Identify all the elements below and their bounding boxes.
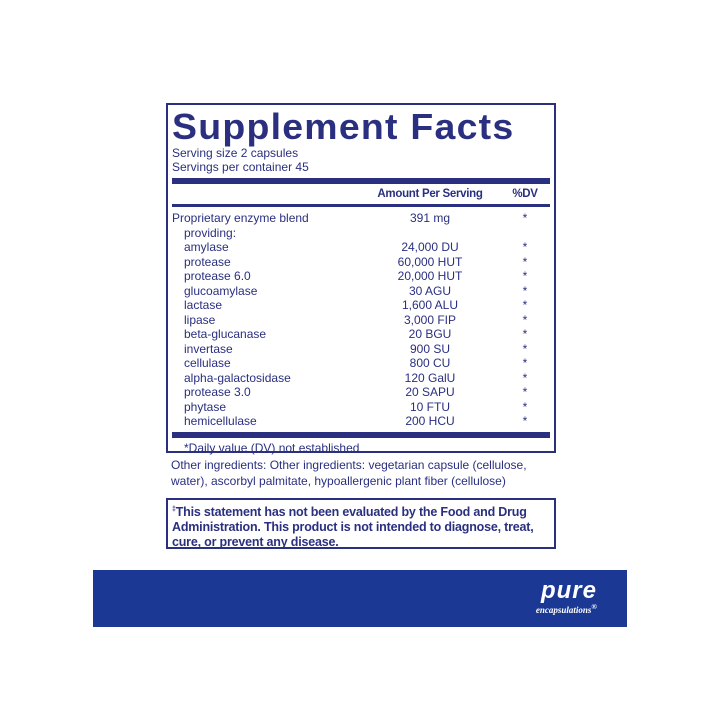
table-row: protease 3.0 20 SAPU * xyxy=(172,385,550,400)
table-row: protease 6.0 20,000 HUT * xyxy=(172,269,550,284)
ingredient-amount: 900 SU xyxy=(409,341,451,356)
ingredient-amount: 20,000 HUT xyxy=(397,269,463,283)
ingredient-amount: 60,000 HUT xyxy=(397,254,463,269)
supplement-facts-panel: Supplement Facts Serving size 2 capsules… xyxy=(166,103,556,455)
ingredient-amount: 30 AGU xyxy=(408,283,452,298)
panel-title: Supplement Facts xyxy=(172,106,515,147)
ingredient-name: glucoamylase xyxy=(184,283,258,298)
divider xyxy=(172,178,550,184)
ingredient-name: phytase xyxy=(184,399,227,414)
footnote: *Daily value (DV) not established xyxy=(184,441,360,455)
ingredient-name: invertase xyxy=(184,341,233,356)
ingredient-amount: 391 mg xyxy=(409,211,451,225)
divider xyxy=(172,432,550,438)
ingredient-dv: * xyxy=(522,385,528,399)
ingredient-name: beta-glucanase xyxy=(184,327,267,341)
ingredient-table: Proprietary enzyme blend 391 mg * provid… xyxy=(172,211,550,428)
serving-size: Serving size 2 capsules xyxy=(172,146,299,160)
amount-header: Amount Per Serving xyxy=(377,188,483,200)
brand-logo: pure encapsulations® xyxy=(535,577,597,616)
table-row: phytase 10 FTU * xyxy=(172,400,550,415)
ingredient-amount: 10 FTU xyxy=(409,399,450,414)
divider xyxy=(172,204,550,207)
blend-subtitle: providing: xyxy=(184,225,237,240)
ingredient-dv: * xyxy=(522,283,528,298)
ingredient-dv: * xyxy=(522,356,528,370)
ingredient-dv: * xyxy=(522,312,528,327)
table-row: protease 60,000 HUT * xyxy=(172,255,550,270)
ingredient-dv: * xyxy=(522,327,528,341)
ingredient-dv: * xyxy=(522,298,528,312)
ingredient-dv: * xyxy=(522,399,528,414)
fda-disclaimer: ‡This statement has not been evaluated b… xyxy=(166,498,556,549)
table-row: cellulase 800 CU * xyxy=(172,356,550,371)
ingredient-amount: 20 BGU xyxy=(408,327,452,341)
table-row: lactase 1,600 ALU * xyxy=(172,298,550,313)
table-row: beta-glucanase 20 BGU * xyxy=(172,327,550,342)
ingredient-name: protease 6.0 xyxy=(184,269,251,283)
registered-mark: ® xyxy=(591,602,597,611)
dv-header: %DV xyxy=(512,188,538,200)
ingredient-name: alpha-galactosidase xyxy=(184,370,291,385)
ingredient-dv: * xyxy=(522,240,528,254)
ingredient-name: protease 3.0 xyxy=(184,385,251,399)
ingredient-amount: 24,000 DU xyxy=(401,240,459,254)
ingredient-dv: * xyxy=(522,414,528,428)
ingredient-dv: * xyxy=(522,254,528,269)
table-row: alpha-galactosidase 120 GalU * xyxy=(172,371,550,386)
ingredient-name: protease xyxy=(184,254,231,269)
servings-per-container: Servings per container 45 xyxy=(172,160,309,174)
ingredient-name: Proprietary enzyme blend xyxy=(172,211,309,225)
brand-name: pure xyxy=(540,577,597,604)
ingredient-dv: * xyxy=(522,370,528,385)
ingredient-amount: 1,600 ALU xyxy=(401,298,459,312)
ingredient-dv: * xyxy=(522,269,528,283)
table-row: hemicellulase 200 HCU * xyxy=(172,414,550,429)
other-ingredients: Other ingredients: Other ingredients: ve… xyxy=(171,458,527,488)
brand-band: pure encapsulations® xyxy=(93,570,627,627)
ingredient-dv: * xyxy=(522,341,528,356)
table-row: amylase 24,000 DU * xyxy=(172,240,550,255)
brand-sub: encapsulations xyxy=(535,605,592,615)
ingredient-amount: 20 SAPU xyxy=(405,385,455,399)
table-row: glucoamylase 30 AGU * xyxy=(172,284,550,299)
ingredient-amount: 200 HCU xyxy=(405,414,455,428)
ingredient-name: amylase xyxy=(184,240,229,254)
table-row: invertase 900 SU * xyxy=(172,342,550,357)
ingredient-name: hemicellulase xyxy=(184,414,257,428)
table-header: Amount Per Serving %DV xyxy=(172,184,550,204)
table-row: Proprietary enzyme blend 391 mg * xyxy=(172,211,550,226)
ingredient-amount: 120 GalU xyxy=(404,370,456,385)
ingredient-amount: 3,000 FIP xyxy=(403,312,457,327)
table-row: lipase 3,000 FIP * xyxy=(172,313,550,328)
ingredient-name: lactase xyxy=(184,298,223,312)
ingredient-name: lipase xyxy=(184,312,216,327)
ingredient-name: cellulase xyxy=(184,356,231,370)
ingredient-dv: * xyxy=(522,211,528,225)
disclaimer-text: This statement has not been evaluated by… xyxy=(172,505,534,550)
disclaimer-mark: ‡ xyxy=(172,506,176,513)
ingredient-amount: 800 CU xyxy=(409,356,451,370)
